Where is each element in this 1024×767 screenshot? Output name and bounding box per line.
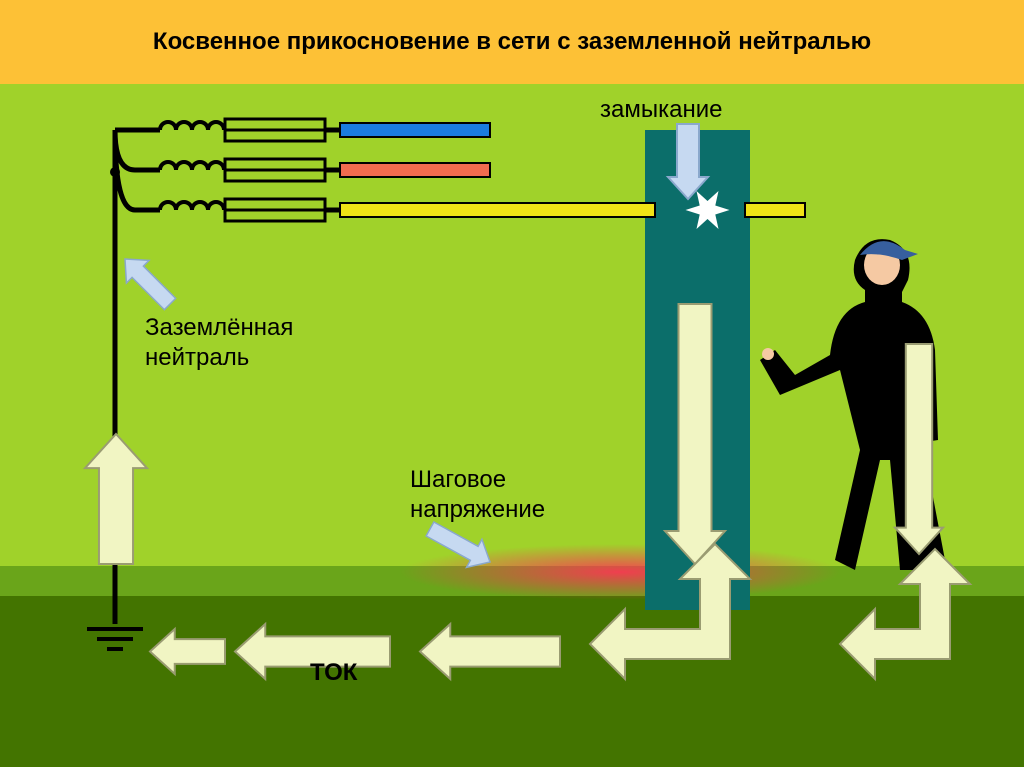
step-voltage-label-2: напряжение <box>410 496 545 524</box>
phase-bar <box>340 123 490 137</box>
phase-bar <box>340 163 490 177</box>
neutral-label-arrow <box>125 259 176 310</box>
current-label: ТОК <box>310 659 357 687</box>
main-area: замыкание Заземлённая нейтраль Шаговое н… <box>0 84 1024 767</box>
neutral-label-1: Заземлённая <box>145 314 293 342</box>
diagram-svg <box>0 84 1024 767</box>
diagram-title: Косвенное прикосновение в сети с заземле… <box>153 28 871 56</box>
neutral-label-2: нейтраль <box>145 344 249 372</box>
step-voltage-label-1: Шаговое <box>410 466 506 494</box>
short-circuit-label: замыкание <box>600 96 722 124</box>
current-up-arrow <box>85 434 147 564</box>
title-band: Косвенное прикосновение в сети с заземле… <box>0 0 1024 84</box>
diagram-container: Косвенное прикосновение в сети с заземле… <box>0 0 1024 767</box>
